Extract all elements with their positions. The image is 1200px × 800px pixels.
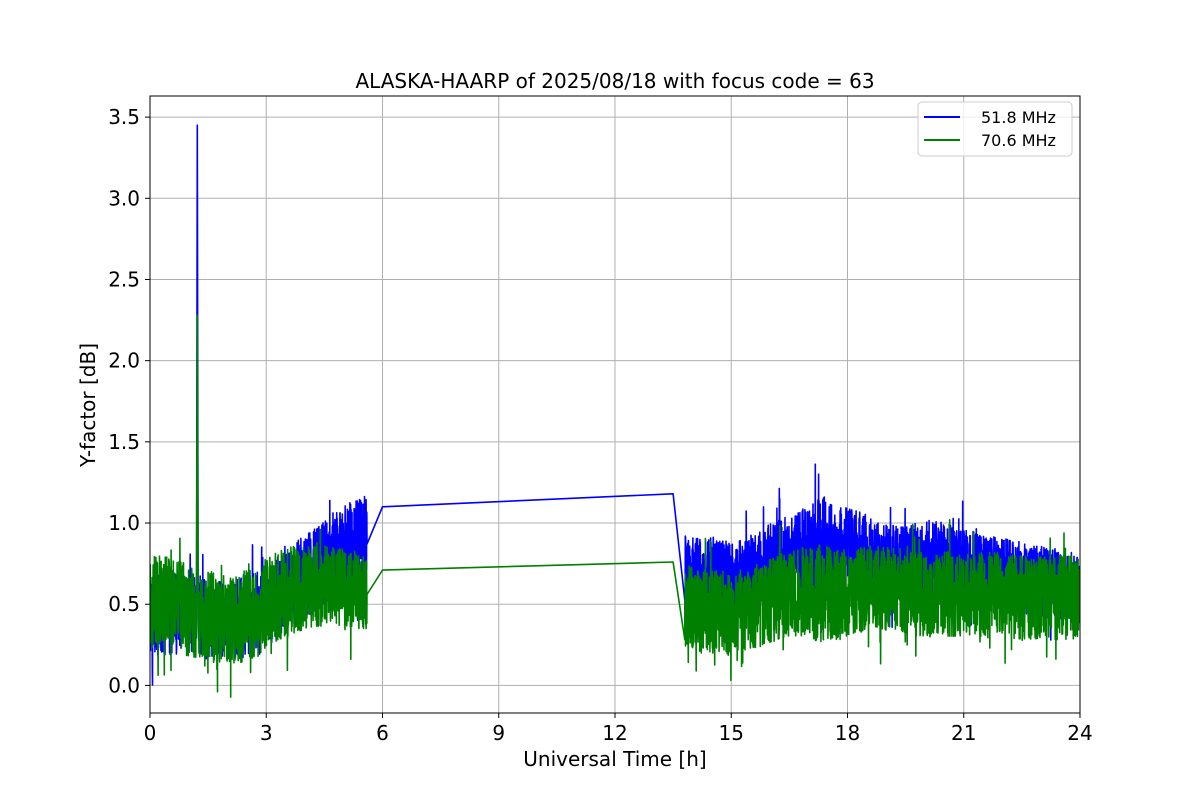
legend: 51.8 MHz 70.6 MHz [917,101,1073,157]
x-tick-label: 6 [376,721,389,745]
chart-title: ALASKA-HAARP of 2025/08/18 with focus co… [355,69,874,93]
y-tick-label: 2.0 [108,349,140,373]
y-tick-label: 3.0 [108,186,140,210]
x-tick-label: 15 [719,721,744,745]
y-tick-label: 0.0 [108,673,140,697]
y-axis-label: Y-factor [dB] [76,343,100,468]
y-tick-label: 2.5 [108,267,140,291]
x-tick-label: 24 [1067,721,1092,745]
y-tick-label: 1.5 [108,430,140,454]
legend-label-70-6: 70.6 MHz [981,131,1056,150]
series-line-70-6-mhz [150,314,1080,698]
x-tick-label: 21 [951,721,976,745]
x-axis-label: Universal Time [h] [523,747,706,771]
x-tick-label: 9 [492,721,505,745]
legend-box [917,101,1073,157]
series-layer [150,124,1080,698]
y-tick-label: 0.5 [108,592,140,616]
x-tick-label: 3 [260,721,273,745]
x-tick-label: 0 [144,721,157,745]
x-tick-label: 12 [602,721,627,745]
y-tick-label: 1.0 [108,511,140,535]
ticks: 0 3 6 9 12 15 18 21 24 0.0 0.5 1.0 1.5 2.0 2.5 3.0 3.5 [108,105,1093,745]
y-tick-label: 3.5 [108,105,140,129]
x-tick-label: 18 [835,721,860,745]
legend-label-51-8: 51.8 MHz [981,108,1056,127]
